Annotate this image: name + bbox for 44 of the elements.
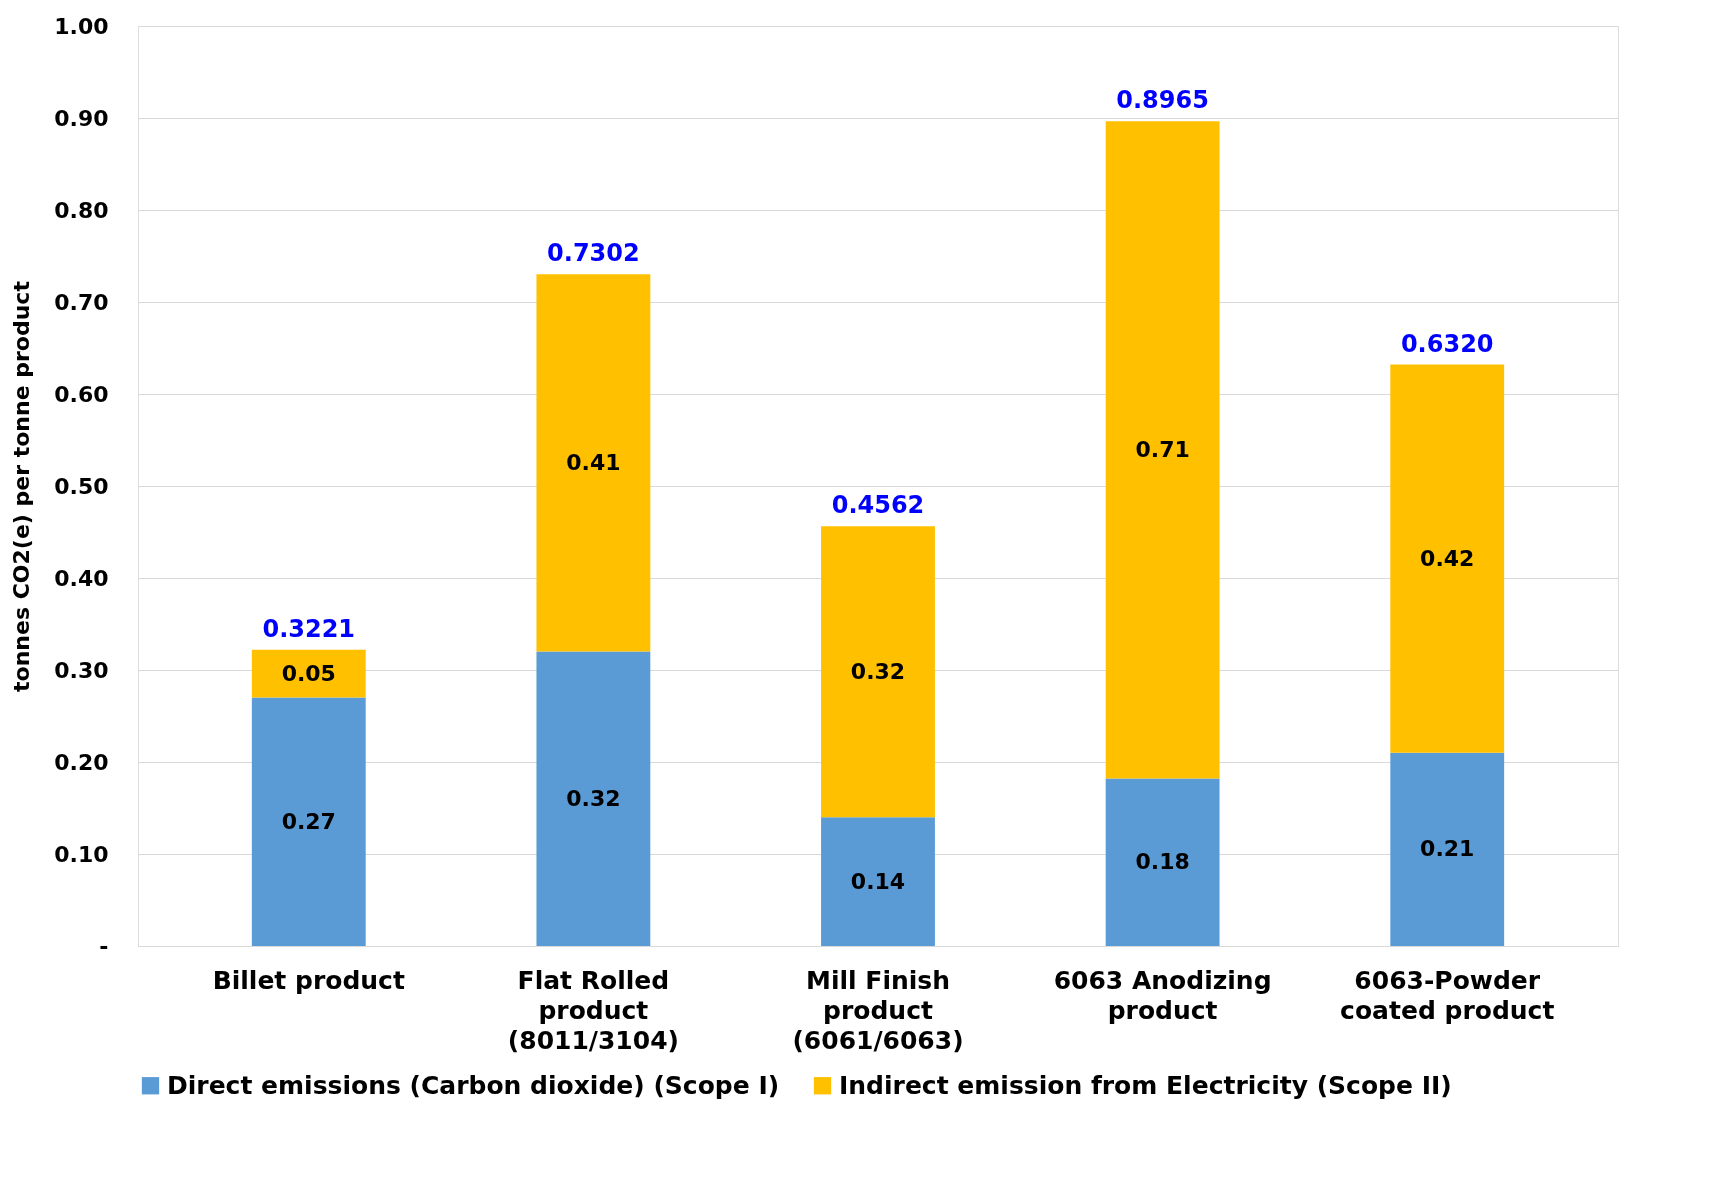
y-tick-label: 0.50 xyxy=(54,473,109,499)
bar xyxy=(536,274,651,652)
total-label: 0.8965 xyxy=(1116,86,1209,115)
total-label: 0.4562 xyxy=(831,491,925,520)
bar xyxy=(1105,778,1220,946)
x-tick-label: 6063 Anodizing product xyxy=(1053,965,1272,1025)
y-tick-label: 0.20 xyxy=(54,749,109,775)
data-label: 0.42 xyxy=(1420,545,1475,571)
y-tick-label: 1.00 xyxy=(54,13,109,39)
total-label: 0.3221 xyxy=(262,614,356,643)
y-tick-label: 0.80 xyxy=(54,197,109,223)
data-label: 0.18 xyxy=(1135,849,1190,875)
x-tick-label: 6063-Powder coated product xyxy=(1340,965,1555,1025)
y-axis-title: tonnes CO2(e) per tonne product xyxy=(9,280,35,692)
legend-label: Indirect emission from Electricity (Scope II) xyxy=(839,1070,1452,1100)
y-tick-label: 0.30 xyxy=(54,657,109,683)
total-label: 0.6320 xyxy=(1400,329,1494,358)
y-tick-label: - xyxy=(99,933,109,959)
data-label: 0.32 xyxy=(566,785,621,811)
x-tick-label: Mill Finish product (6061/6063) xyxy=(792,965,964,1055)
data-label: 0.71 xyxy=(1135,436,1190,462)
y-tick-label: 0.90 xyxy=(54,105,109,131)
data-label: 0.05 xyxy=(281,660,336,686)
legend-label: Direct emissions (Carbon dioxide) (Scope I) xyxy=(167,1070,780,1100)
data-label: 0.27 xyxy=(281,808,336,834)
data-label: 0.41 xyxy=(566,449,621,475)
bar xyxy=(821,526,935,818)
data-label: 0.14 xyxy=(850,868,906,894)
bar xyxy=(251,697,366,946)
bar xyxy=(536,651,651,946)
total-label: 0.7302 xyxy=(547,239,640,268)
bar xyxy=(1390,752,1505,946)
x-tick-label: Flat Rolled product (8011/3104) xyxy=(507,965,679,1055)
data-label: 0.21 xyxy=(1420,836,1475,862)
y-tick-label: 0.60 xyxy=(54,381,109,407)
bar xyxy=(251,649,366,698)
x-tick-label: Billet product xyxy=(212,965,405,995)
y-tick-label: 0.10 xyxy=(54,841,109,867)
bar xyxy=(1390,364,1505,753)
y-tick-label: 0.70 xyxy=(54,289,109,315)
bar xyxy=(821,817,935,946)
y-tick-label: 0.40 xyxy=(54,565,109,591)
data-label: 0.32 xyxy=(850,658,906,684)
bar xyxy=(1105,121,1220,779)
